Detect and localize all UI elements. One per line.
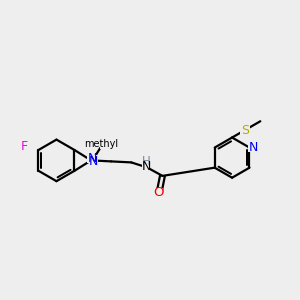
Bar [248, 143, 258, 152]
Bar [87, 154, 97, 163]
Text: S: S [241, 124, 249, 137]
Bar [93, 140, 110, 148]
Text: N: N [142, 160, 151, 173]
Bar [19, 142, 29, 151]
Text: N: N [248, 141, 258, 154]
Text: methyl: methyl [102, 142, 106, 143]
Text: methyl: methyl [85, 139, 119, 149]
Bar [88, 158, 98, 166]
Text: N: N [89, 155, 98, 168]
Text: H: H [142, 155, 151, 168]
Bar [142, 163, 150, 170]
Text: N: N [87, 152, 97, 165]
Bar [142, 158, 150, 165]
Bar [100, 142, 104, 149]
Bar [240, 126, 250, 135]
Bar [154, 188, 164, 197]
Text: O: O [153, 185, 164, 199]
Text: F: F [20, 140, 28, 153]
